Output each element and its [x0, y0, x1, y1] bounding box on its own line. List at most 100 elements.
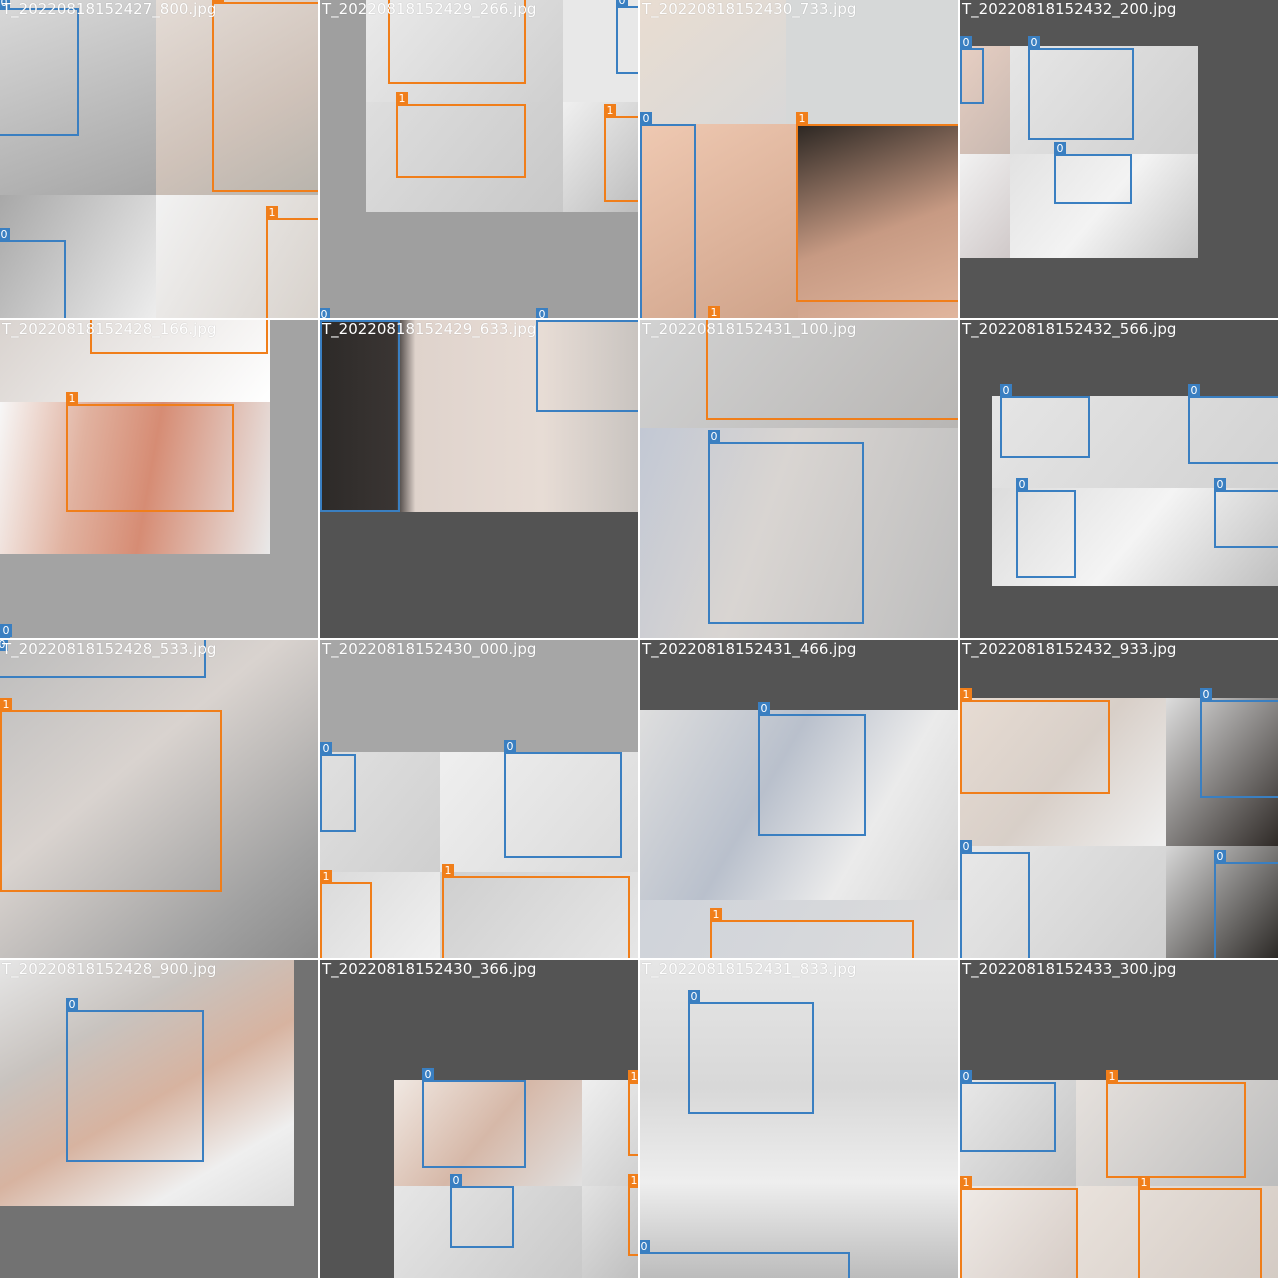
class-label: 1 [710, 908, 722, 921]
class-label: 0 [320, 742, 332, 755]
class-label: 0 [616, 0, 628, 7]
face-box: 1 [960, 688, 1110, 794]
class-label: 1 [960, 688, 972, 701]
class-label: 0 [1028, 36, 1040, 49]
mosaic-tile: 0 1 0 1 T_20220818152430_366.jpg [320, 960, 638, 1278]
class-label: 0 [640, 112, 652, 125]
face-box: 1 [0, 698, 222, 892]
face-box: 0 [1214, 478, 1278, 548]
face-box: 0 [616, 0, 638, 74]
face-box: 0 [1200, 688, 1278, 798]
filename-label: T_20220818152432_566.jpg [962, 320, 1177, 338]
filename-label: T_20220818152430_733.jpg [642, 0, 857, 18]
filename-label: T_20220818152429_633.jpg [322, 320, 537, 338]
filename-label: T_20220818152431_833.jpg [642, 960, 857, 978]
class-label: 0 [960, 36, 972, 49]
face-box: 1 [320, 870, 372, 958]
face-box: 0 [422, 1068, 526, 1168]
filename-label: T_20220818152432_933.jpg [962, 640, 1177, 658]
class-label: 0 [0, 0, 10, 9]
class-label: 0 [708, 430, 720, 443]
face-box: 1 [212, 0, 318, 192]
class-label: 1 [1138, 1176, 1150, 1189]
face-box: 0 [1028, 36, 1134, 140]
class-label: 0 [1016, 478, 1028, 491]
class-label: 1 [604, 104, 616, 117]
face-box: 1 [396, 92, 526, 178]
class-label: 0 [1000, 384, 1012, 397]
mosaic-tile: 1 1 0 T_20220818152428_166.jpg [0, 320, 318, 638]
mosaic-tile: 0 1 1 T_20220818152430_733.jpg [640, 0, 958, 318]
class-label: 1 [442, 864, 454, 877]
class-label: 0 [422, 1068, 434, 1081]
face-box: 1 [1106, 1070, 1246, 1178]
mosaic-tile: 0 1 T_20220818152428_533.jpg [0, 640, 318, 958]
face-box: 1 [1138, 1176, 1262, 1278]
class-label: 0 [536, 320, 548, 321]
mosaic-tile: 1 0 0 0 T_20220818152432_933.jpg [960, 640, 1278, 958]
mosaic-tile: 0 T_20220818152428_900.jpg [0, 960, 318, 1278]
class-label: 1 [396, 92, 408, 105]
class-label: 0 [536, 308, 548, 318]
filename-label: T_20220818152430_000.jpg [322, 640, 537, 658]
mosaic-tile: 0 0 1 1 T_20220818152430_000.jpg [320, 640, 638, 958]
face-box: 1 [604, 104, 638, 202]
face-box: 0 [708, 430, 864, 624]
class-label: 0 [320, 308, 330, 318]
class-label: 1 [960, 1176, 972, 1189]
mosaic-tile: 0 0 0 T_20220818152432_200.jpg [960, 0, 1278, 318]
face-box: 1 [960, 1176, 1078, 1278]
class-label: 0 [1054, 142, 1066, 155]
filename-label: T_20220818152432_200.jpg [962, 0, 1177, 18]
mosaic-tile: 0 0 0 0 T_20220818152432_566.jpg [960, 320, 1278, 638]
face-box: 1 [66, 392, 234, 512]
class-label: 0 [450, 1174, 462, 1187]
face-box: 0 [450, 1174, 514, 1248]
mosaic-tile: 0 T_20220818152431_100.jpg [640, 320, 958, 638]
face-box: 0 [0, 624, 12, 638]
face-box: 0 [66, 998, 204, 1162]
class-label: 0 [960, 840, 972, 853]
face-box: 0 [1054, 142, 1132, 204]
face-box: 1 [628, 1070, 638, 1156]
class-label: 1 [320, 870, 332, 883]
filename-label: T_20220818152430_366.jpg [322, 960, 537, 978]
class-label: 0 [960, 1070, 972, 1083]
face-box: 0 [960, 1070, 1056, 1152]
class-label: 1 [1106, 1070, 1118, 1083]
class-label: 0 [1214, 850, 1226, 863]
face-box: 0 [688, 990, 814, 1114]
class-label: 1 [66, 392, 78, 405]
face-box: 0 [1016, 478, 1076, 578]
face-box: 1 [628, 1174, 638, 1256]
mosaic-tile: 0 1 T_20220818152431_466.jpg [640, 640, 958, 958]
class-label: 0 [1214, 478, 1226, 491]
face-box: 1 [266, 206, 318, 318]
filename-label: T_20220818152427_800.jpg [2, 0, 217, 18]
filename-label: T_20220818152429_266.jpg [322, 0, 537, 18]
face-box: 1 [796, 112, 958, 302]
face-box: 1 [442, 864, 630, 958]
filename-label: T_20220818152433_300.jpg [962, 960, 1177, 978]
class-label: 1 [0, 698, 12, 711]
class-label: 1 [628, 1070, 638, 1083]
face-box: 0 [640, 1240, 850, 1278]
face-box: 0 [1188, 384, 1278, 464]
face-box: 1 [710, 908, 914, 958]
class-label: 1 [266, 206, 278, 219]
face-box: 0 [536, 320, 638, 412]
class-label: 0 [66, 998, 78, 1011]
mosaic-tile: 0 1 1 0 0 T_20220818152429_266.jpg [320, 0, 638, 318]
class-label: 0 [0, 640, 8, 651]
class-label: 0 [688, 990, 700, 1003]
face-box: 0 [320, 320, 400, 512]
face-box: 0 [960, 840, 1030, 958]
class-label: 0 [758, 702, 770, 715]
mosaic-tile: 0 1 0 1 T_20220818152427_800.jpg [0, 0, 318, 318]
face-box: 0 [1000, 384, 1090, 458]
filename-label: T_20220818152431_466.jpg [642, 640, 857, 658]
face-box: 0 [1214, 850, 1278, 958]
face-box: 1 [90, 320, 268, 354]
class-label: 0 [0, 228, 10, 241]
